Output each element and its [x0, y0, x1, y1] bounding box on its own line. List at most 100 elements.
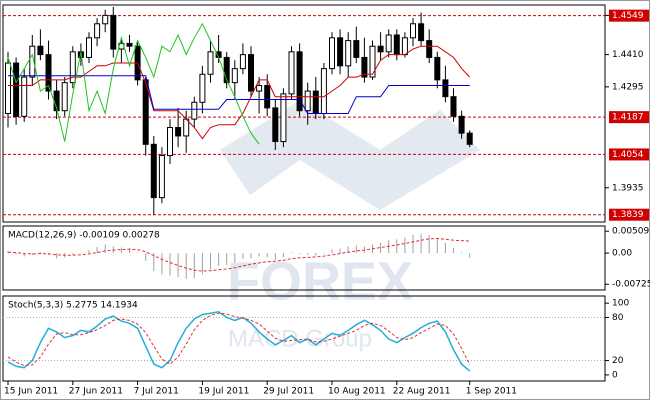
macd-bar [404, 237, 406, 254]
macd-bar [7, 250, 9, 254]
candle-body [158, 155, 165, 199]
macd-bar [234, 253, 236, 263]
macd-bar [339, 248, 341, 254]
candle-body [393, 34, 400, 56]
y-tick-label: 0.00 [612, 249, 632, 259]
macd-bar [291, 252, 292, 254]
candle-body [69, 51, 76, 84]
macd-bar [201, 253, 203, 275]
macd-bar [355, 245, 357, 254]
macd-bar [315, 253, 317, 256]
candle-body [191, 101, 198, 120]
macd-bar [323, 253, 325, 254]
macd-bar [56, 253, 58, 259]
y-tick-label: 1.4295 [612, 82, 644, 92]
candle-body [296, 51, 303, 112]
macd-bar [226, 253, 228, 266]
level-label-box [609, 9, 649, 22]
panel-border [2, 4, 606, 223]
y-tick-label: 100 [612, 299, 629, 309]
macd-bar [444, 242, 446, 254]
candle-body [86, 37, 92, 58]
candle-body [401, 37, 408, 56]
level-label: 1.3839 [612, 210, 644, 220]
candle-body [94, 23, 101, 39]
x-tick-label: 7 Jul 2011 [134, 387, 179, 397]
macd-bar [331, 249, 333, 254]
indicator-line [7, 22, 260, 145]
macd-bar [347, 246, 349, 254]
macd-bar [436, 238, 438, 254]
macd-bar [153, 253, 155, 272]
x-tick-label: 22 Aug 2011 [393, 387, 451, 397]
y-tick-label: -0.00725 [612, 280, 650, 290]
level-label: 1.4549 [612, 11, 644, 21]
macd-bar [282, 253, 284, 258]
macd-bar [72, 253, 74, 255]
macd-bar [145, 253, 147, 261]
stoch-line [7, 312, 471, 367]
candle-body [45, 54, 52, 92]
macd-bar [88, 250, 90, 254]
level-label-box [609, 148, 649, 161]
candle-body [167, 127, 173, 157]
candle-body [466, 132, 473, 145]
candle-body [29, 45, 36, 78]
macd-bar [461, 252, 463, 254]
macd-bar [161, 253, 163, 275]
signal-line [7, 237, 470, 272]
macd-bar [31, 253, 33, 256]
candle-body [385, 34, 392, 53]
y-tick-label: 0 [612, 370, 618, 380]
candle-body [304, 90, 311, 112]
candle-body [102, 14, 109, 25]
y-tick-label: 0.00509 [612, 227, 649, 237]
candle-body [248, 54, 254, 92]
macd-bar [177, 253, 179, 278]
indicator-line [8, 45, 471, 140]
candle-body [329, 37, 335, 70]
panel-border [2, 225, 606, 291]
macd-bar [120, 247, 122, 254]
panel-border [2, 295, 606, 382]
candle-body [37, 45, 44, 56]
macd-bar [266, 253, 268, 258]
macd-bar [469, 253, 471, 258]
macd-bar [169, 253, 171, 276]
macd-bar [428, 235, 430, 254]
macd-bar [129, 248, 130, 254]
candle-body [61, 82, 68, 112]
y-tick-label: 1.4410 [612, 50, 644, 60]
y-tick-label: 1.3935 [612, 183, 644, 193]
level-label-box [609, 208, 649, 221]
macd-bar [250, 253, 252, 259]
indicator-line [8, 75, 470, 114]
candle-body [239, 54, 246, 70]
candle-body [207, 51, 214, 75]
x-tick-label: 1 Sep 2011 [466, 387, 517, 397]
candle-body [126, 42, 133, 47]
candle-body [175, 127, 182, 137]
x-tick-label: 29 Jul 2011 [263, 387, 314, 397]
candle-body [231, 68, 238, 84]
candle-body [21, 76, 28, 117]
x-tick-label: 10 Aug 2011 [328, 387, 386, 397]
panel-title: Stoch(5,3,3) 5.2775 14.1934 [8, 301, 138, 311]
candle-body [426, 40, 433, 58]
x-tick-label: 27 Jun 2011 [69, 387, 123, 397]
candle-body [223, 56, 230, 84]
level-label: 1.4187 [612, 113, 644, 123]
panel-title: MACD(12,26,9) -0.00109 0.00278 [8, 231, 160, 241]
macd-bar [80, 252, 82, 254]
candle-body [264, 84, 271, 109]
stoch-line [7, 311, 471, 372]
candle-body [458, 115, 465, 134]
x-tick-label: 19 Jul 2011 [198, 387, 249, 397]
candle-body [13, 62, 20, 117]
candle-body [377, 45, 384, 53]
candle-body [345, 40, 352, 67]
candle-body [361, 56, 368, 78]
candle-body [5, 62, 11, 114]
